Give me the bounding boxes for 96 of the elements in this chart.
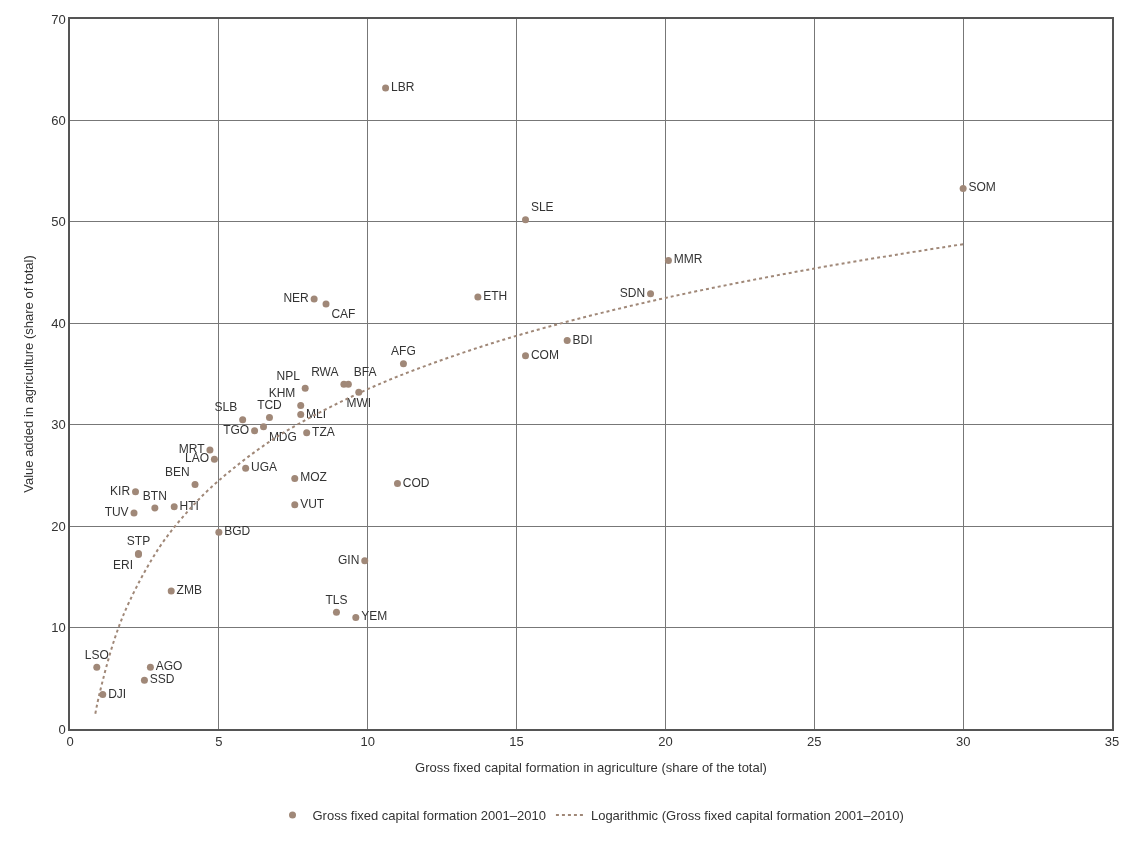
data-label: BEN <box>164 465 190 480</box>
point <box>210 455 218 463</box>
y-tick-label: 60 <box>51 112 66 128</box>
data-label: COD <box>402 475 430 490</box>
data-label: TUV <box>104 504 129 519</box>
data-label: ERI <box>113 557 134 572</box>
data-label: SDN <box>619 285 646 300</box>
point <box>382 84 390 92</box>
point <box>332 608 340 616</box>
data-label: COM <box>530 347 559 362</box>
data-label: SLE <box>530 200 554 215</box>
x-tick-label: 25 <box>807 734 822 750</box>
y-tick-label: 10 <box>51 620 66 636</box>
point <box>130 509 138 517</box>
point <box>361 557 369 565</box>
y-tick-label: 70 <box>51 11 66 27</box>
point <box>563 337 571 345</box>
point <box>99 691 107 699</box>
point <box>322 300 330 308</box>
x-tick-label: 20 <box>658 734 673 750</box>
x-tick-label: 35 <box>1104 734 1120 750</box>
point <box>959 184 967 192</box>
point <box>132 488 139 496</box>
x-tick-label: 5 <box>215 734 223 750</box>
data-label: MDG <box>268 430 297 445</box>
point <box>140 676 148 684</box>
data-label: TZA <box>312 424 335 439</box>
data-label: CAF <box>331 307 356 322</box>
point <box>260 423 268 431</box>
y-axis-title: Value added in agriculture (share of total) <box>20 255 36 493</box>
point <box>291 501 299 509</box>
x-tick-label: 10 <box>360 734 375 750</box>
data-label: TGO <box>223 422 250 437</box>
point <box>474 293 482 301</box>
y-tick-label: 50 <box>51 214 66 230</box>
point <box>301 384 309 392</box>
point <box>242 464 250 472</box>
data-label: BGD <box>224 524 251 539</box>
data-label: HTI <box>179 498 199 513</box>
data-label: ZMB <box>176 583 202 598</box>
data-label: AFG <box>391 344 416 359</box>
data-label: STP <box>126 534 151 549</box>
point <box>393 480 401 488</box>
x-tick-label: 15 <box>509 734 524 750</box>
data-label: ETH <box>483 288 508 303</box>
data-label: VUT <box>300 496 325 511</box>
point <box>146 663 154 671</box>
data-label: TCD <box>257 398 283 413</box>
point <box>206 446 214 454</box>
legend-label: Logarithmic (Gross fixed capital formation 2001–2010) <box>590 808 904 824</box>
point <box>522 352 529 360</box>
point <box>291 474 299 482</box>
x-axis-title: Gross fixed capital formation in agriculture (share of the total) <box>415 760 767 776</box>
point <box>251 427 259 435</box>
y-tick-label: 40 <box>51 315 66 331</box>
data-label: UGA <box>251 460 278 475</box>
point <box>647 290 655 298</box>
data-label: MOZ <box>300 470 327 485</box>
y-tick-label: 30 <box>51 417 66 433</box>
point <box>399 360 407 368</box>
data-label: MLI <box>306 406 327 421</box>
point <box>151 504 159 512</box>
point <box>170 503 178 511</box>
point <box>664 256 672 264</box>
point <box>303 429 311 437</box>
point <box>310 295 318 303</box>
point <box>239 416 247 424</box>
point <box>352 613 360 621</box>
point <box>297 401 305 409</box>
x-tick-label: 30 <box>955 734 971 750</box>
data-label: KIR <box>110 483 131 498</box>
data-label: LSO <box>84 647 109 662</box>
point <box>167 587 175 595</box>
data-label: LBR <box>390 79 415 94</box>
data-label: NER <box>283 290 310 305</box>
point <box>265 414 273 422</box>
data-label: BDI <box>572 332 593 347</box>
data-label: AGO <box>155 659 183 674</box>
point <box>297 411 305 419</box>
data-label: GIN <box>338 552 360 567</box>
point <box>191 481 199 489</box>
data-label: KHM <box>268 386 296 401</box>
data-label: BTN <box>142 488 167 503</box>
data-label: NPL <box>276 368 301 383</box>
data-label: SOM <box>968 180 996 195</box>
data-label: SSD <box>149 672 175 687</box>
legend-label: Gross fixed capital formation 2001–2010 <box>312 808 546 824</box>
data-label: DJI <box>108 686 127 701</box>
data-label: MMR <box>673 252 703 267</box>
y-tick-label: 20 <box>51 518 66 534</box>
data-label: RWA <box>311 364 339 379</box>
point <box>93 663 101 671</box>
data-label: TLS <box>325 592 348 607</box>
point <box>522 216 529 224</box>
y-tick-label: 0 <box>58 721 66 737</box>
point <box>215 528 223 536</box>
